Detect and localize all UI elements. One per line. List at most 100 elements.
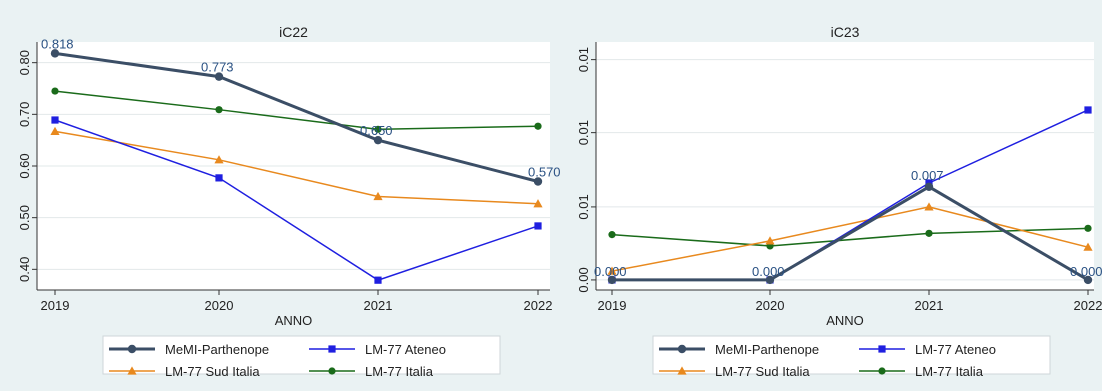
data-label: 0.818 [41, 36, 74, 51]
chart-1-ytick-label: 0.50 [17, 205, 32, 230]
data-label: 0.570 [528, 165, 561, 180]
data-point [608, 231, 616, 239]
data-point [924, 202, 934, 211]
chart-1-series-lm-77-italia [51, 87, 542, 133]
data-point [1083, 275, 1093, 285]
chart-2-xtick-label: 2019 [598, 298, 627, 313]
data-point [924, 182, 934, 191]
legend-item-lm-77-sud-italia: LM-77 Sud Italia [109, 364, 260, 379]
data-point [534, 122, 542, 130]
chart-1-xtick-label: 2020 [205, 298, 234, 313]
chart-1-series-lm-77-sud-italia [50, 126, 543, 208]
legend-swatch-marker [677, 366, 687, 375]
legend-swatch-marker [328, 367, 336, 375]
legend-label: MeMI-Parthenope [165, 342, 269, 357]
data-point [51, 116, 59, 124]
chart-1-title: iC22 [279, 24, 308, 40]
series-line [54, 51, 539, 183]
data-point [1084, 106, 1092, 114]
chart-2-ytick-label: 0.01 [576, 120, 591, 145]
chart-1-xtick-label: 2019 [41, 298, 70, 313]
data-point [925, 229, 933, 237]
legend-label: LM-77 Ateneo [365, 342, 446, 357]
chart-1-ytick-label: 0.70 [17, 102, 32, 127]
legend-item-lm-77-ateneo: LM-77 Ateneo [859, 342, 996, 357]
data-point [374, 125, 382, 133]
chart-2-ytick-label: 0.01 [576, 47, 591, 72]
chart-1: iC22 0.40 0.50 0.60 0.70 0.80 2019 2020 2021 2022… [17, 24, 561, 379]
data-point [50, 49, 60, 58]
series-line [612, 185, 1089, 282]
data-label: 0.773 [201, 60, 234, 75]
chart-2-ytick-label: 0.00 [576, 267, 591, 292]
legend-swatch-marker [127, 366, 137, 375]
data-label: 0.000 [594, 264, 627, 279]
data-point [214, 155, 224, 164]
legend-swatch-marker [878, 367, 886, 375]
data-point [533, 177, 543, 186]
data-label: 0.007 [911, 168, 944, 183]
chart-1-legend: MeMI-Parthenope LM-77 Ateneo LM-77 Sud Ita… [102, 335, 501, 379]
series-line [54, 119, 539, 282]
chart-1-ytick-label: 0.40 [17, 257, 32, 282]
legend-item-lm-77-italia: LM-77 Italia [309, 364, 434, 379]
data-point [215, 106, 223, 114]
chart-1-ytick-label: 0.60 [17, 153, 32, 178]
chart-2-ytick-label: 0.01 [576, 194, 591, 219]
legend-item-lm-77-italia: LM-77 Italia [859, 364, 984, 379]
legend-label: LM-77 Ateneo [915, 342, 996, 357]
data-point [534, 222, 542, 230]
data-point [214, 72, 224, 81]
legend-label: LM-77 Sud Italia [715, 364, 810, 379]
chart-2-plot-area [596, 42, 1094, 290]
chart-2: iC23 0.00 0.01 0.01 0.01 2019 2020 2021 2022 ANNO… [576, 24, 1102, 379]
data-point [1083, 242, 1093, 251]
series-line [54, 130, 539, 205]
legend-item-lm-77-sud-italia: LM-77 Sud Italia [659, 364, 810, 379]
series-line [54, 90, 539, 131]
legend-box [652, 335, 1051, 375]
data-point [50, 126, 60, 135]
chart-1-xlabel: ANNO [275, 313, 313, 328]
chart-1-series-memi-parthenope: 0.818 0.773 0.650 0.570 [41, 36, 561, 186]
data-point [533, 199, 543, 208]
chart-2-series-lm-77-italia [608, 224, 1092, 250]
legend-label: LM-77 Italia [915, 364, 984, 379]
legend-swatch-marker [878, 345, 886, 353]
data-point [765, 236, 775, 245]
legend-label: LM-77 Italia [365, 364, 434, 379]
chart-2-title: iC23 [831, 24, 860, 40]
chart-2-series-lm-77-sud-italia [607, 202, 1093, 275]
data-point [373, 135, 383, 145]
data-point [1084, 224, 1092, 232]
chart-2-legend: MeMI-Parthenope LM-77 Ateneo LM-77 Sud Ita… [652, 335, 1051, 379]
legend-item-memi-parthenope: MeMI-Parthenope [109, 342, 269, 357]
data-label: 0.000 [1070, 264, 1102, 279]
legend-label: LM-77 Sud Italia [165, 364, 260, 379]
data-label: 0.650 [360, 123, 393, 138]
data-point [607, 266, 617, 275]
data-label: 0.000 [752, 264, 785, 279]
chart-1-xtick-label: 2021 [364, 298, 393, 313]
chart-2-xtick-label: 2021 [915, 298, 944, 313]
legend-swatch-marker [328, 345, 336, 353]
chart-1-xtick-label: 2022 [524, 298, 553, 313]
chart-1-ytick-label: 0.80 [17, 50, 32, 75]
series-line [611, 227, 1089, 247]
data-point [215, 174, 223, 182]
chart-2-series-memi-parthenope: 0.000 0.000 0.007 0.000 [594, 168, 1102, 285]
legend-item-memi-parthenope: MeMI-Parthenope [659, 342, 819, 357]
data-point [51, 87, 59, 95]
chart-2-xtick-label: 2020 [756, 298, 785, 313]
chart-2-xtick-label: 2022 [1074, 298, 1102, 313]
data-point [373, 191, 383, 201]
legend-item-lm-77-ateneo: LM-77 Ateneo [309, 342, 446, 357]
data-point [374, 276, 382, 284]
data-point [765, 275, 775, 285]
data-point [607, 275, 617, 285]
chart-2-xlabel: ANNO [826, 313, 864, 328]
legend-box [102, 335, 501, 375]
chart-1-series-lm-77-ateneo [51, 116, 542, 284]
